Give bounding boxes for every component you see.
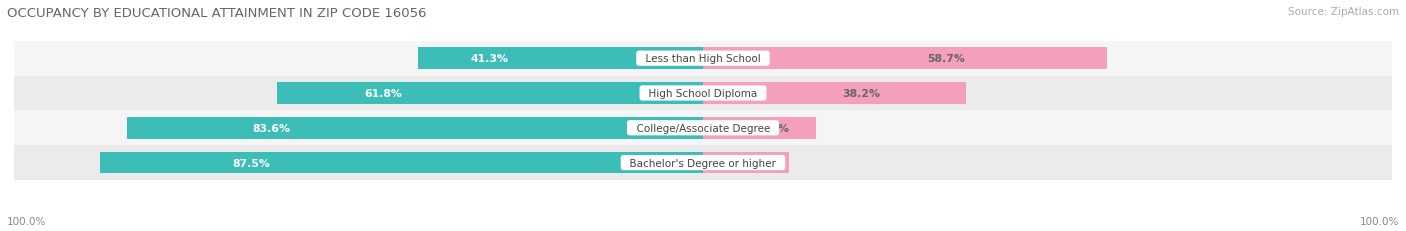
Text: 100.0%: 100.0% [1360,216,1399,226]
Text: 16.4%: 16.4% [752,123,790,133]
Text: High School Diploma: High School Diploma [643,88,763,99]
Text: 83.6%: 83.6% [252,123,290,133]
Bar [703,152,789,174]
Text: 41.3%: 41.3% [471,54,509,64]
Bar [14,76,1392,111]
Bar [14,42,1392,76]
Text: Less than High School: Less than High School [638,54,768,64]
Text: 58.7%: 58.7% [927,54,965,64]
Bar [14,111,1392,146]
Bar [703,118,815,139]
Text: 12.5%: 12.5% [735,158,773,168]
Bar [703,83,966,104]
Text: 38.2%: 38.2% [842,88,880,99]
Text: OCCUPANCY BY EDUCATIONAL ATTAINMENT IN ZIP CODE 16056: OCCUPANCY BY EDUCATIONAL ATTAINMENT IN Z… [7,7,426,20]
Bar [277,83,703,104]
Text: Bachelor's Degree or higher: Bachelor's Degree or higher [623,158,783,168]
Text: 61.8%: 61.8% [364,88,402,99]
Bar [127,118,703,139]
Bar [703,48,1108,70]
Bar [100,152,703,174]
Bar [14,146,1392,180]
Text: 87.5%: 87.5% [232,158,270,168]
Text: Source: ZipAtlas.com: Source: ZipAtlas.com [1288,7,1399,17]
Text: College/Associate Degree: College/Associate Degree [630,123,776,133]
Bar [419,48,703,70]
Text: 100.0%: 100.0% [7,216,46,226]
